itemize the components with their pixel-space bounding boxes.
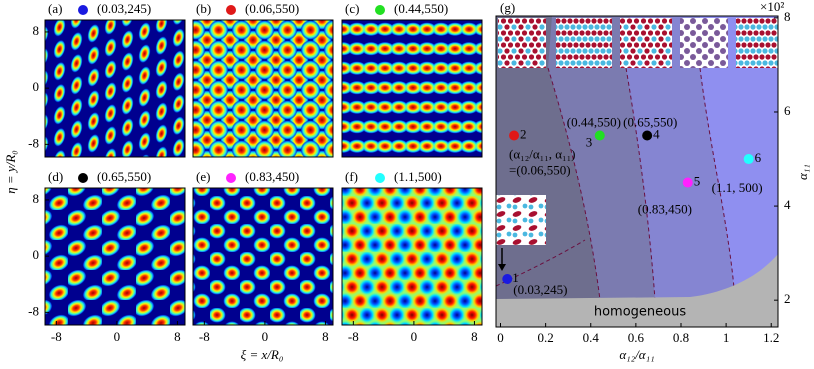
marker <box>78 5 88 15</box>
heatmap <box>45 20 185 157</box>
y-tick-label: 4 <box>784 197 791 212</box>
x-tick-label: 0.6 <box>628 330 645 345</box>
panel-title: (1.1,500) <box>394 169 442 184</box>
x-tick-label: 0.2 <box>538 330 554 345</box>
point-number: 1 <box>512 270 519 285</box>
inset <box>620 18 672 68</box>
marker <box>375 173 385 183</box>
frame <box>44 187 186 326</box>
panel-title: (0.65,550) <box>97 169 151 184</box>
panel-label: (d) <box>48 169 63 184</box>
homogeneous-region <box>496 254 778 327</box>
point-value-label: (0.83,450) <box>638 202 692 217</box>
annotation: (α₁₂/α₁₁, α₁₁) <box>509 146 575 161</box>
panel-title: (0.83,450) <box>245 169 299 184</box>
panel-title: (0.44,550) <box>394 1 448 16</box>
x-tick-label: 0 <box>262 329 269 344</box>
panel-label: (f) <box>345 169 358 184</box>
heatmap <box>193 20 333 157</box>
point <box>594 130 605 141</box>
point-value-label: (0.44,550) <box>567 114 621 129</box>
marker <box>375 5 385 15</box>
point-value-label: =(0.06,550) <box>509 162 570 177</box>
x-tick-label: -8 <box>199 329 210 344</box>
point <box>642 130 653 141</box>
panel-label: (g) <box>500 0 515 15</box>
x-axis-label: α₁₂/α₁₁ <box>619 347 654 362</box>
phase-regions <box>495 15 779 328</box>
marker <box>226 5 236 15</box>
frame <box>341 187 483 326</box>
heatmap <box>342 188 482 325</box>
multiplier: ×10² <box>760 0 784 14</box>
inset <box>736 18 778 68</box>
y-tick-label: -8 <box>28 303 39 318</box>
y-tick-label: 6 <box>784 103 791 118</box>
frame <box>44 19 186 158</box>
x-tick-label: 0 <box>497 330 504 345</box>
x-tick-label: 8 <box>174 329 181 344</box>
panel-label: (c) <box>345 1 359 16</box>
y-tick-label: 0 <box>33 247 40 262</box>
panel-label: (a) <box>48 1 62 16</box>
region-label: homogeneous <box>594 305 686 320</box>
marker <box>226 173 236 183</box>
x-axis-label: ξ = x/R₀ <box>241 347 284 362</box>
y-tick-label: -8 <box>28 135 39 150</box>
point-number: 6 <box>755 150 762 165</box>
y-tick-label: 2 <box>784 291 791 306</box>
arrow-head <box>498 264 506 271</box>
inset <box>680 18 728 68</box>
heatmap <box>45 188 185 325</box>
heatmap <box>193 188 333 325</box>
panel-label: (b) <box>196 1 211 16</box>
frame <box>192 19 334 158</box>
x-tick-label: 8 <box>471 329 478 344</box>
inset <box>496 195 546 245</box>
x-tick-label: 0 <box>114 329 121 344</box>
y-tick-label: 8 <box>784 9 791 24</box>
frame <box>495 15 779 328</box>
x-tick-label: 0.4 <box>583 330 600 345</box>
inset <box>556 18 612 68</box>
y-tick-label: 8 <box>33 191 40 206</box>
point <box>682 177 693 188</box>
point-number: 3 <box>586 134 593 149</box>
x-tick-label: 1.2 <box>763 330 779 345</box>
marker <box>78 173 88 183</box>
x-tick-label: 1 <box>723 330 730 345</box>
x-tick-label: -8 <box>51 329 62 344</box>
frame <box>192 187 334 326</box>
y-tick-label: 0 <box>33 79 40 94</box>
point-value-label: (1.1, 500) <box>712 180 763 195</box>
panel-title: (0.03,245) <box>97 1 151 16</box>
y-tick-label: 8 <box>33 23 40 38</box>
x-tick-label: -8 <box>348 329 359 344</box>
frame <box>341 19 483 158</box>
y-axis-label: η = y/R₀ <box>3 150 18 194</box>
point <box>502 274 513 285</box>
x-tick-label: 0.8 <box>673 330 689 345</box>
heatmap <box>342 20 482 157</box>
point-number: 5 <box>694 174 701 189</box>
point-number: 4 <box>653 126 660 141</box>
point-value-label: (0.65,550) <box>623 114 677 129</box>
panel-title: (0.06,550) <box>245 1 299 16</box>
point <box>743 154 754 165</box>
point-value-label: (0.03,245) <box>513 282 567 297</box>
x-tick-label: 0 <box>411 329 418 344</box>
point-number: 2 <box>520 126 527 141</box>
x-tick-label: 8 <box>322 329 329 344</box>
point <box>509 130 520 141</box>
inset <box>498 18 546 68</box>
y-axis-label: α₁₁ <box>795 164 810 180</box>
panel-label: (e) <box>196 169 210 184</box>
phase-boundary <box>495 67 736 301</box>
